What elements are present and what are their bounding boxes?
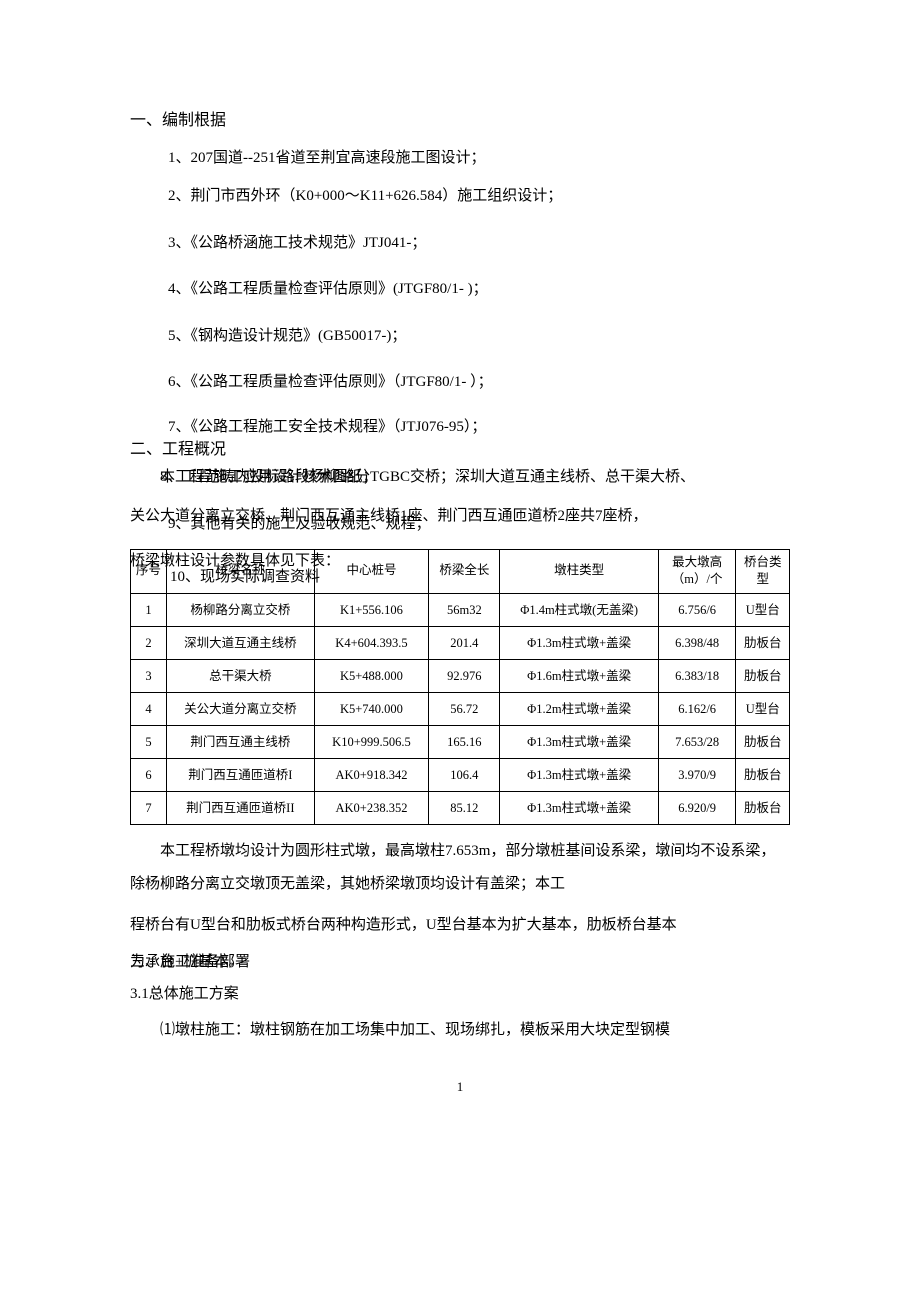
body-text: 深圳大道互通主线桥、总干渠大桥、 bbox=[455, 469, 695, 485]
th-name: 桥梁名称 bbox=[167, 549, 315, 593]
table-cell: Φ1.6m柱式墩+盖梁 bbox=[500, 659, 658, 692]
table-cell: 4 bbox=[131, 692, 167, 725]
th-type: 墩柱类型 bbox=[500, 549, 658, 593]
table-cell: 肋板台 bbox=[736, 725, 790, 758]
table-cell: 6.398/48 bbox=[658, 626, 736, 659]
table-cell: AK0+918.342 bbox=[314, 758, 429, 791]
table-cell: 6 bbox=[131, 758, 167, 791]
table-cell: 92.976 bbox=[429, 659, 500, 692]
list-item: 2、荆门市西外环（K0+000～K11+626.584）施工组织设计； bbox=[168, 182, 790, 211]
table-row: 4关公大道分离立交桥K5+740.00056.72Φ1.2m柱式墩+盖梁6.16… bbox=[131, 692, 790, 725]
table-cell: 106.4 bbox=[429, 758, 500, 791]
table-cell: 6.162/6 bbox=[658, 692, 736, 725]
table-cell: K10+999.506.5 bbox=[314, 725, 429, 758]
table-cell: Φ1.3m柱式墩+盖梁 bbox=[500, 791, 658, 824]
table-cell: 肋板台 bbox=[736, 758, 790, 791]
th-h: 最大墩高（m）/个 bbox=[658, 549, 736, 593]
table-cell: Φ1.3m柱式墩+盖梁 bbox=[500, 725, 658, 758]
table-cell: 7.653/28 bbox=[658, 725, 736, 758]
th-abut: 桥台类型 bbox=[736, 549, 790, 593]
table-cell: K5+488.000 bbox=[314, 659, 429, 692]
th-stake: 中心桩号 bbox=[314, 549, 429, 593]
table-cell: 关公大道分离立交桥 bbox=[167, 692, 315, 725]
table-cell: 1 bbox=[131, 593, 167, 626]
list-item: 1、207国道--251省道至荆宜高速段施工图设计； bbox=[168, 144, 790, 173]
list-item: 3、《公路桥涵施工技术规范》JTJ041-； bbox=[168, 229, 790, 258]
table-cell: 3.970/9 bbox=[658, 758, 736, 791]
table-cell: 6.756/6 bbox=[658, 593, 736, 626]
table-cell: 杨柳路分离立交桥 bbox=[167, 593, 315, 626]
table-cell: 总干渠大桥 bbox=[167, 659, 315, 692]
table-cell: AK0+238.352 bbox=[314, 791, 429, 824]
table-cell: 6.383/18 bbox=[658, 659, 736, 692]
body-text: ⑴墩柱施工：墩柱钢筋在加工场集中加工、现场绑扎，模板采用大块定型钢模 bbox=[130, 1014, 790, 1047]
table-row: 5荆门西互通主线桥K10+999.506.5165.16Φ1.3m柱式墩+盖梁7… bbox=[131, 725, 790, 758]
table-cell: 85.12 bbox=[429, 791, 500, 824]
bridge-table: 序号 桥梁名称 中心桩号 桥梁全长 墩柱类型 最大墩高（m）/个 桥台类型 1杨… bbox=[130, 549, 790, 825]
table-cell: 6.920/9 bbox=[658, 791, 736, 824]
table-cell: 5 bbox=[131, 725, 167, 758]
table-cell: K5+740.000 bbox=[314, 692, 429, 725]
list-item: 7、《公路工程施工安全技术规程》（JTJ076-95）； bbox=[168, 415, 486, 439]
section1-title: 一、编制根据 bbox=[130, 108, 790, 134]
list-item: 6、《公路工程质量检查评估原则》（JTGF80/1- ）； bbox=[168, 368, 790, 397]
table-row: 3总干渠大桥K5+488.00092.976Φ1.6m柱式墩+盖梁6.383/1… bbox=[131, 659, 790, 692]
table-cell: 肋板台 bbox=[736, 626, 790, 659]
table-cell: 荆门西互通匝道桥I bbox=[167, 758, 315, 791]
table-header-row: 序号 桥梁名称 中心桩号 桥梁全长 墩柱类型 最大墩高（m）/个 桥台类型 bbox=[131, 549, 790, 593]
list-item: 8、工程施工应用设计核术图纸； bbox=[130, 461, 378, 494]
table-row: 6荆门西互通匝道桥IAK0+918.342106.4Φ1.3m柱式墩+盖梁3.9… bbox=[131, 758, 790, 791]
table-row: 2深圳大道互通主线桥K4+604.393.5201.4Φ1.3m柱式墩+盖梁6.… bbox=[131, 626, 790, 659]
table-row: 1杨柳路分离立交桥K1+556.10656m32Φ1.4m柱式墩(无盖梁)6.7… bbox=[131, 593, 790, 626]
table-cell: 深圳大道互通主线桥 bbox=[167, 626, 315, 659]
table-cell: 201.4 bbox=[429, 626, 500, 659]
list-item: 5、《钢构造设计规范》(GB50017-)； bbox=[168, 322, 790, 351]
list-item: 4、《公路工程质量检查评估原则》(JTGF80/1- )； bbox=[168, 275, 790, 304]
th-seq: 序号 bbox=[131, 549, 167, 593]
table-cell: Φ1.3m柱式墩+盖梁 bbox=[500, 758, 658, 791]
table-cell: U型台 bbox=[736, 692, 790, 725]
table-cell: 肋板台 bbox=[736, 791, 790, 824]
section3-title: 三、施工准备部署 bbox=[130, 950, 250, 974]
table-cell: 7 bbox=[131, 791, 167, 824]
table-row: 7荆门西互通匝道桥IIAK0+238.35285.12Φ1.3m柱式墩+盖梁6.… bbox=[131, 791, 790, 824]
table-cell: 2 bbox=[131, 626, 167, 659]
table-cell: U型台 bbox=[736, 593, 790, 626]
table-cell: Φ1.3m柱式墩+盖梁 bbox=[500, 626, 658, 659]
table-cell: 荆门西互通主线桥 bbox=[167, 725, 315, 758]
body-text: 本工程桥墩均设计为圆形柱式墩，最高墩柱7.653m，部分墩桩基间设系梁，墩间均不… bbox=[130, 835, 790, 901]
subsection-title: 3.1总体施工方案 bbox=[130, 982, 790, 1006]
table-cell: 肋板台 bbox=[736, 659, 790, 692]
list-item: 9、其他有关的施工及验收规范、规程； bbox=[168, 512, 431, 536]
table-cell: Φ1.4m柱式墩(无盖梁) bbox=[500, 593, 658, 626]
table-cell: 56m32 bbox=[429, 593, 500, 626]
table-cell: 荆门西互通匝道桥II bbox=[167, 791, 315, 824]
table-cell: K4+604.393.5 bbox=[314, 626, 429, 659]
section2-title: 二、工程概况 bbox=[130, 437, 226, 463]
table-cell: K1+556.106 bbox=[314, 593, 429, 626]
page-number: 1 bbox=[130, 1077, 790, 1098]
table-cell: 56.72 bbox=[429, 692, 500, 725]
th-len: 桥梁全长 bbox=[429, 549, 500, 593]
table-cell: 3 bbox=[131, 659, 167, 692]
body-text: 程桥台有U型台和肋板式桥台两种构造形式，U型台基本为扩大基本，肋板桥台基本 bbox=[130, 909, 790, 942]
table-cell: 165.16 bbox=[429, 725, 500, 758]
table-cell: Φ1.2m柱式墩+盖梁 bbox=[500, 692, 658, 725]
